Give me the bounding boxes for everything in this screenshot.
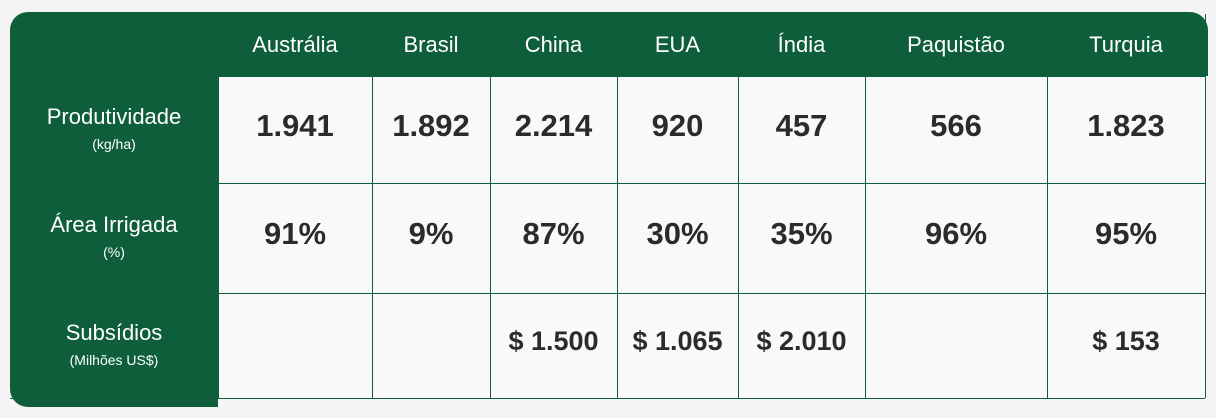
row-header: Área Irrigada (%) [10,185,218,287]
cell-value: $ 1.500 [508,326,599,356]
row-header: Produtividade (kg/ha) [10,78,218,177]
column-header: Índia [777,32,826,57]
grid-line [617,14,618,398]
cell-value: 2.214 [514,107,593,143]
row-header-band [10,70,218,407]
column-header: Austrália [252,32,338,57]
cell-value: 457 [775,107,828,143]
grid-line [218,14,219,398]
grid-line [1205,14,1206,398]
cell-value: 95% [1094,216,1158,251]
body-area [218,76,1205,398]
column-header: EUA [654,32,701,57]
column-header: Brasil [403,32,459,57]
cell-value: 1.892 [392,107,470,143]
column-header: China [524,32,583,57]
cell-value: $ 1.065 [632,326,723,356]
cell-value: 30% [646,216,709,251]
grid-line [738,14,739,398]
cell-value: $ 153 [1092,326,1160,356]
grid-line [10,183,1205,184]
row-unit: (kg/ha) [92,135,136,152]
column-header: Paquistão [907,32,1005,57]
cell-value: 920 [651,107,704,143]
grid-line [10,398,1205,399]
cell-value: 1.941 [256,107,334,143]
cell-value: 35% [770,216,833,251]
grid-line [1047,14,1048,398]
row-header: Subsídios (Milhões US$) [10,295,218,392]
row-unit: (%) [103,244,125,260]
cell-value: 96% [924,216,988,251]
grid-line [865,14,866,398]
row-label: Área Irrigada [50,212,178,237]
grid-line [10,76,1205,77]
row-unit: (Milhões US$) [69,351,159,368]
row-label: Produtividade [46,103,182,129]
cell-value: 91% [263,216,327,251]
grid-line [10,293,1205,294]
grid-line [372,14,373,398]
grid-line [490,14,491,398]
row-label: Subsídios [65,319,163,345]
cell-value: 9% [408,216,454,251]
cell-value: 87% [522,216,585,251]
cell-value: $ 2.010 [756,326,847,356]
header-band [10,12,1208,76]
column-header: Turquia [1089,32,1163,57]
cell-value: 1.823 [1087,107,1165,143]
cell-value: 566 [930,107,982,143]
